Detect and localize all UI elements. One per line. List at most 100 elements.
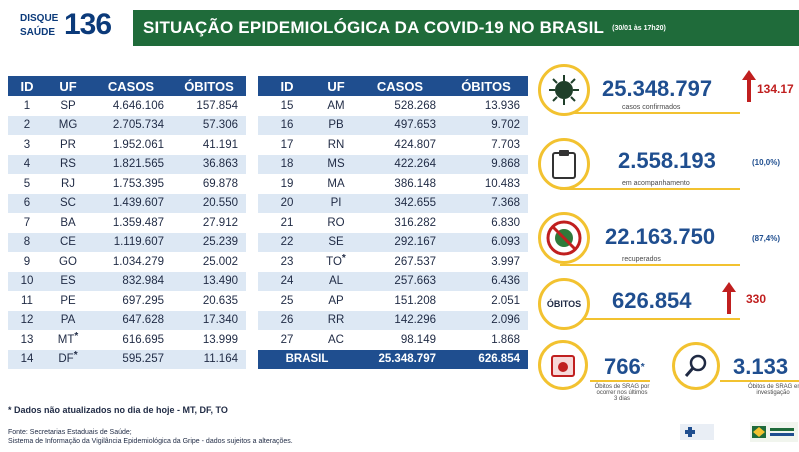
cell-id: 27 bbox=[280, 333, 294, 346]
cell-obitos: 13.999 bbox=[202, 333, 238, 346]
cell-uf: MT* bbox=[46, 330, 90, 350]
cell-id: 1 bbox=[23, 99, 31, 112]
col-casos: CASOS bbox=[356, 76, 444, 96]
uf-code: SE bbox=[328, 236, 344, 249]
cell-uf: SE bbox=[316, 232, 356, 252]
recent-deaths-label-3: 3 dias bbox=[613, 396, 630, 402]
recent-deaths-label-1: Óbitos de SRAG por bbox=[594, 384, 650, 390]
states-table-right: ID UF CASOS ÓBITOS 15 AM 528.268 13.936 16 PB… bbox=[258, 76, 528, 369]
uf-code: PB bbox=[328, 119, 344, 132]
table-row: 17 RN 424.807 7.703 bbox=[258, 135, 528, 155]
uf-code: AM bbox=[327, 99, 345, 112]
cell-uf: RN bbox=[316, 135, 356, 155]
uf-code: MA bbox=[327, 177, 345, 190]
deaths-badge-label: ÓBITOS bbox=[546, 299, 582, 309]
uf-code: SC bbox=[60, 197, 76, 210]
cell-casos: 386.148 bbox=[394, 177, 436, 190]
cell-uf: BA bbox=[46, 213, 90, 233]
cell-uf: MA bbox=[316, 174, 356, 194]
cell-obitos: 27.912 bbox=[202, 216, 238, 229]
cell-casos: 1.821.565 bbox=[90, 154, 172, 174]
cell-casos: 595.257 bbox=[90, 349, 172, 369]
table-header-row: ID UF CASOS ÓBITOS bbox=[258, 76, 528, 96]
cell-id: 10 bbox=[8, 271, 46, 291]
uf-code: SP bbox=[60, 99, 76, 112]
virus-icon bbox=[538, 64, 590, 116]
cell-obitos: 3.997 bbox=[491, 255, 520, 268]
recent-deaths-number: 766 bbox=[604, 354, 641, 379]
cell-id: 22 bbox=[258, 232, 316, 252]
uf-star: * bbox=[341, 252, 346, 264]
cell-casos: 1.119.607 bbox=[90, 232, 172, 252]
cell-casos: 1.753.395 bbox=[112, 177, 164, 190]
table-row: 26 RR 142.296 2.096 bbox=[258, 310, 528, 330]
cell-uf: ES bbox=[46, 271, 90, 291]
cell-casos: 497.653 bbox=[356, 115, 444, 135]
table-row: 23 TO* 267.537 3.997 bbox=[258, 252, 528, 272]
cell-uf: SC bbox=[46, 193, 90, 213]
cell-uf: SP bbox=[46, 96, 90, 116]
cell-casos: 697.295 bbox=[122, 294, 164, 307]
cell-uf: PI bbox=[316, 193, 356, 213]
investigation-value: 3.133 bbox=[733, 354, 789, 379]
table-row: 20 PI 342.655 7.368 bbox=[258, 193, 528, 213]
cell-id: 20 bbox=[258, 193, 316, 213]
table-row: 1 SP 4.646.106 157.854 bbox=[8, 96, 246, 116]
cell-casos: 1.034.279 bbox=[112, 255, 164, 268]
cell-id: 4 bbox=[8, 154, 46, 174]
cell-obitos: 9.702 bbox=[444, 115, 528, 135]
clipboard-icon bbox=[538, 138, 590, 190]
cell-id: 8 bbox=[8, 232, 46, 252]
cell-id: 13 bbox=[20, 333, 34, 346]
table-row: 19 MA 386.148 10.483 bbox=[258, 174, 528, 194]
cell-uf: PB bbox=[316, 115, 356, 135]
cell-obitos: 1.868 bbox=[491, 333, 520, 346]
table-row: 4 RS 1.821.565 36.863 bbox=[8, 154, 246, 174]
cell-id: 19 bbox=[280, 177, 294, 190]
recovered-value: 22.163.750 bbox=[605, 224, 716, 249]
cell-casos: 647.628 bbox=[90, 310, 172, 330]
uf-code: PA bbox=[60, 314, 76, 327]
monitoring-label: em acompanhamento bbox=[622, 180, 690, 187]
stat-underline bbox=[560, 188, 740, 190]
uf-code: GO bbox=[59, 255, 77, 268]
table-row: 14 DF* 595.257 11.164 bbox=[8, 349, 246, 369]
cell-obitos: 20.550 bbox=[172, 193, 246, 213]
cell-obitos: 25.002 bbox=[202, 255, 238, 268]
cell-uf: RO bbox=[316, 213, 356, 233]
cell-casos: 2.705.734 bbox=[90, 115, 172, 135]
table-row: 9 GO 1.034.279 25.002 bbox=[8, 252, 246, 272]
cell-id: 18 bbox=[258, 154, 316, 174]
cell-obitos: 17.340 bbox=[172, 310, 246, 330]
uf-star: * bbox=[74, 330, 79, 342]
uf-code: CE bbox=[60, 236, 76, 249]
table-row: 2 MG 2.705.734 57.306 bbox=[8, 115, 246, 135]
uf-code: AL bbox=[328, 275, 344, 288]
cell-id: 6 bbox=[8, 193, 46, 213]
cell-casos: 616.695 bbox=[122, 333, 164, 346]
uf-code: PI bbox=[330, 197, 342, 210]
government-logos bbox=[680, 420, 799, 444]
total-label: BRASIL bbox=[258, 349, 356, 369]
recent-deaths-label-2: ocorrer nos últimos bbox=[596, 390, 648, 396]
cell-obitos: 57.306 bbox=[172, 115, 246, 135]
uf-star: * bbox=[73, 350, 78, 362]
uf-code: AP bbox=[328, 294, 344, 307]
cell-id: 9 bbox=[23, 255, 31, 268]
cell-id: 5 bbox=[23, 177, 31, 190]
table-row: 13 MT* 616.695 13.999 bbox=[8, 330, 246, 350]
cell-casos: 257.663 bbox=[356, 271, 444, 291]
uf-code: PR bbox=[60, 138, 76, 151]
states-table-left: ID UF CASOS ÓBITOS 1 SP 4.646.106 157.854 2 M… bbox=[8, 76, 246, 369]
calendar-icon bbox=[538, 340, 588, 390]
uf-code: AC bbox=[328, 333, 344, 346]
col-uf: UF bbox=[316, 76, 356, 96]
cell-casos: 151.208 bbox=[394, 294, 436, 307]
table-row: 21 RO 316.282 6.830 bbox=[258, 213, 528, 233]
virus-crossed-icon bbox=[538, 212, 590, 264]
cell-casos: 4.646.106 bbox=[112, 99, 164, 112]
uf-code: MS bbox=[327, 158, 345, 171]
table-row: 22 SE 292.167 6.093 bbox=[258, 232, 528, 252]
uf-code: RJ bbox=[60, 177, 76, 190]
cell-casos: 267.537 bbox=[394, 255, 436, 268]
